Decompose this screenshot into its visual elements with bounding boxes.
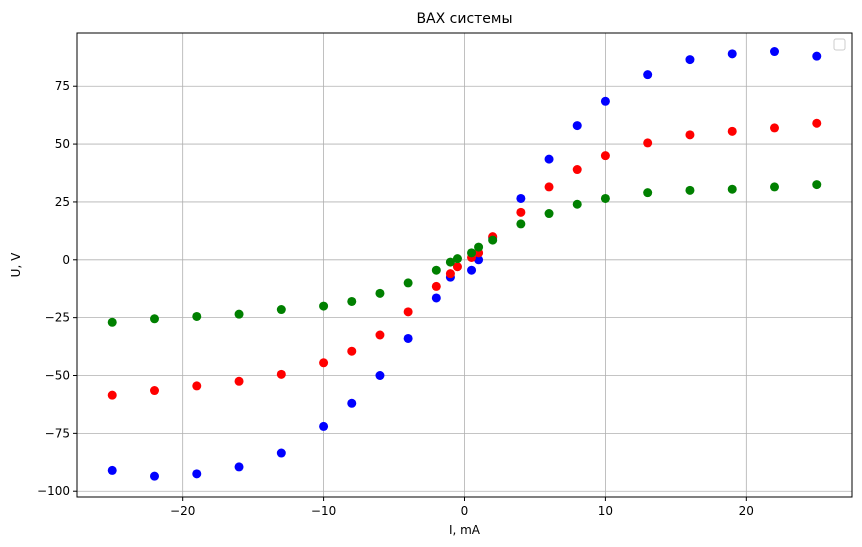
data-point	[445, 257, 455, 267]
x-axis-ticks: −20 −10 0 10 20	[170, 497, 754, 518]
data-point	[600, 96, 610, 106]
y-tick-label: −25	[45, 311, 70, 325]
data-point	[452, 262, 462, 272]
data-point	[572, 121, 582, 131]
data-point	[770, 182, 779, 192]
data-point	[516, 193, 526, 203]
data-point	[572, 199, 582, 209]
x-tick-label: 10	[598, 504, 613, 518]
data-point	[727, 126, 737, 136]
data-point	[600, 193, 610, 203]
data-point	[319, 421, 329, 431]
data-point	[431, 281, 441, 291]
data-point	[192, 469, 202, 479]
data-point	[685, 130, 695, 140]
x-tick-label: 20	[739, 504, 754, 518]
legend	[833, 38, 846, 51]
data-point	[431, 265, 441, 275]
y-axis-label: U, V	[9, 252, 23, 277]
data-point	[234, 376, 244, 386]
data-point	[347, 296, 357, 306]
data-point	[375, 288, 385, 298]
y-tick-label: 0	[62, 253, 70, 267]
data-point	[685, 185, 695, 195]
legend-box	[833, 38, 846, 51]
x-tick-label: −20	[170, 504, 195, 518]
data-point	[347, 346, 357, 356]
data-point	[403, 278, 413, 288]
y-axis-ticks: −100 −75 −50 −25 0 25 50 75	[37, 79, 77, 498]
data-point	[431, 293, 441, 303]
y-tick-label: −100	[37, 484, 70, 498]
data-point	[107, 317, 117, 327]
data-point	[276, 369, 286, 379]
data-point	[192, 311, 202, 321]
y-tick-label: −50	[45, 369, 70, 383]
data-point	[727, 49, 737, 59]
data-point	[445, 269, 455, 279]
data-point	[234, 309, 244, 319]
data-point	[544, 209, 554, 219]
data-point	[572, 165, 582, 175]
x-tick-label: 0	[461, 504, 469, 518]
data-point	[812, 180, 822, 190]
data-point	[727, 184, 737, 194]
y-tick-label: 25	[55, 195, 70, 209]
data-points	[107, 47, 822, 481]
y-tick-label: 75	[55, 79, 70, 93]
data-point	[347, 398, 357, 408]
data-point	[150, 471, 159, 481]
data-point	[403, 333, 413, 343]
x-tick-label: −10	[311, 504, 336, 518]
data-point	[600, 151, 610, 161]
data-point	[770, 47, 779, 57]
data-point	[685, 55, 695, 65]
data-point	[812, 118, 822, 128]
data-point	[544, 154, 554, 164]
data-point	[488, 235, 498, 245]
data-point	[643, 188, 653, 198]
series-1	[107, 47, 822, 481]
series-2	[107, 118, 822, 400]
data-point	[812, 51, 822, 61]
chart-title: ВАХ системы	[416, 11, 512, 27]
series-3	[107, 180, 822, 327]
data-point	[544, 182, 554, 192]
data-point	[516, 219, 526, 229]
data-point	[467, 265, 477, 275]
data-point	[192, 381, 202, 391]
data-point	[474, 255, 484, 265]
data-point	[276, 448, 286, 458]
data-point	[107, 465, 117, 475]
data-point	[452, 254, 462, 264]
data-point	[770, 123, 779, 133]
data-point	[403, 307, 413, 317]
grid	[77, 33, 852, 497]
data-point	[474, 242, 484, 252]
data-point	[319, 358, 329, 368]
data-point	[319, 301, 329, 311]
data-point	[107, 390, 117, 400]
data-point	[276, 305, 286, 315]
y-tick-label: 50	[55, 137, 70, 151]
data-point	[375, 371, 385, 381]
data-point	[234, 462, 244, 472]
y-tick-label: −75	[45, 426, 70, 440]
data-point	[375, 330, 385, 340]
data-point	[150, 314, 159, 324]
data-point	[643, 70, 653, 80]
data-point	[516, 207, 526, 217]
x-axis-label: I, mA	[449, 523, 481, 537]
data-point	[643, 138, 653, 148]
data-point	[467, 248, 477, 258]
data-point	[150, 386, 159, 396]
